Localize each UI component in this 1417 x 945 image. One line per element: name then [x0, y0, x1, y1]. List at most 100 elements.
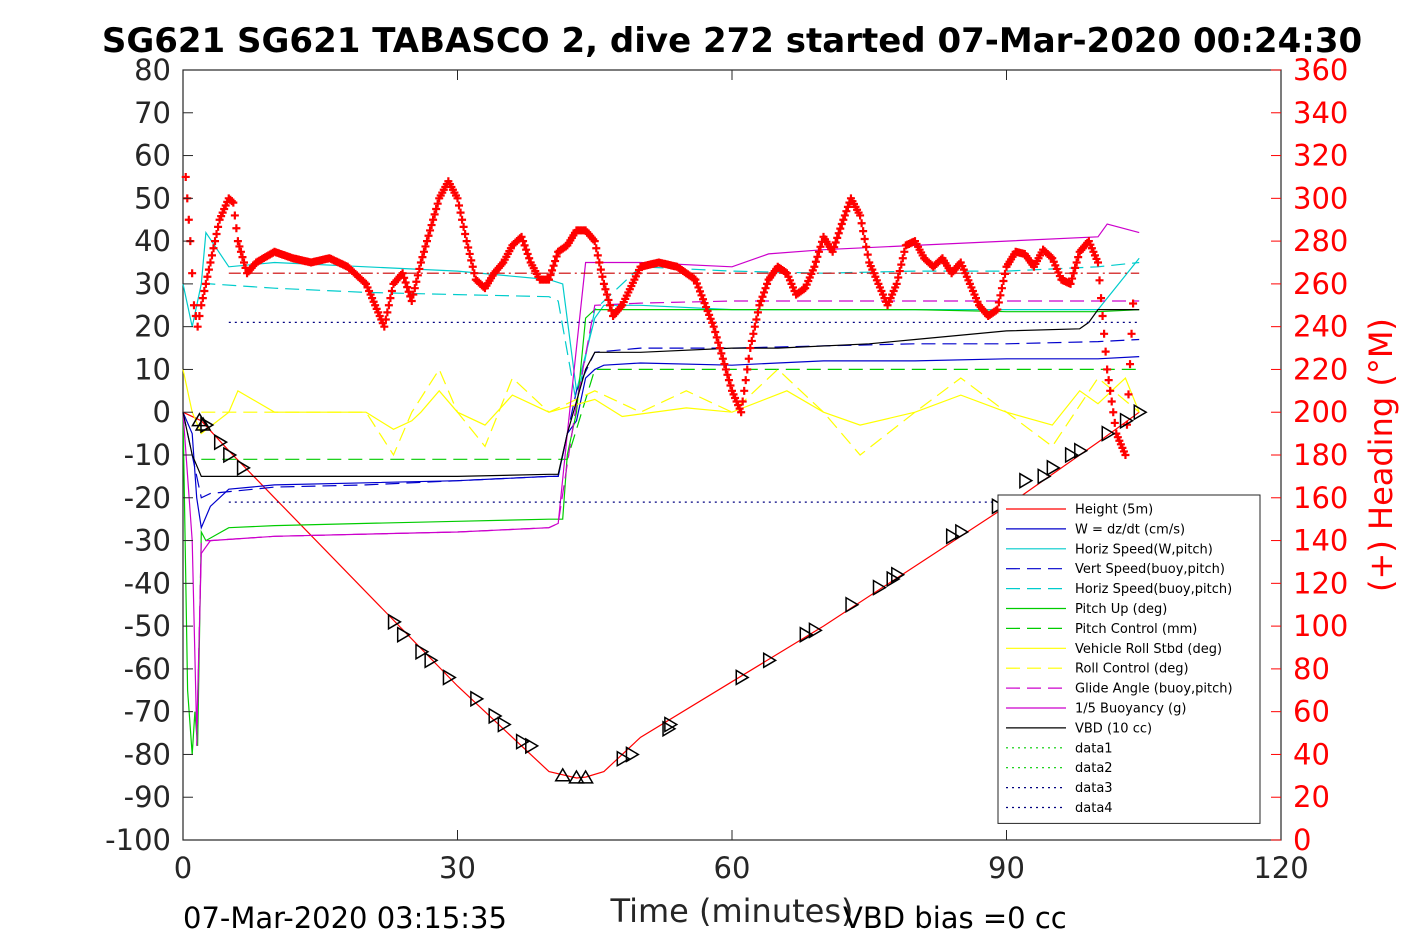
x-tick-label: 30: [439, 851, 476, 885]
heading-point: [522, 245, 531, 254]
heading-point: [746, 344, 755, 353]
heading-point: [1000, 269, 1009, 278]
y-tick-label: -70: [124, 695, 171, 729]
legend-label: Vehicle Roll Stbd (deg): [1075, 642, 1222, 657]
heading-point: [545, 275, 553, 284]
heading-point: [828, 247, 837, 256]
ascent-marker: [886, 570, 901, 588]
heading-point: [712, 333, 721, 342]
y-tick-label: -50: [124, 609, 171, 643]
descent-marker: [415, 643, 430, 661]
y-right-tick-label: 100: [1293, 609, 1348, 643]
heading-point: [461, 229, 470, 238]
series-vbd-10-cc: [182, 309, 1140, 477]
heading-point: [836, 224, 845, 233]
heading-point: [721, 365, 730, 374]
ascent-marker: [1074, 442, 1089, 460]
heading-point: [708, 318, 717, 327]
heading-point: [552, 252, 561, 261]
heading-point: [1109, 408, 1118, 417]
heading-point: [401, 278, 410, 287]
heading-point: [1121, 451, 1130, 459]
heading-point: [227, 197, 236, 206]
ascent-marker: [1119, 412, 1134, 430]
heading-point: [433, 199, 442, 208]
heading-point: [360, 278, 369, 287]
heading-point: [720, 360, 729, 369]
heading-point: [711, 328, 720, 337]
legend-label: Roll Control (deg): [1075, 662, 1189, 677]
heading-point: [715, 344, 724, 353]
y-right-tick-label: 200: [1293, 395, 1348, 429]
heading-point: [996, 291, 1005, 300]
apogee-marker: [554, 767, 572, 782]
legend-label: data2: [1075, 761, 1113, 776]
heading-point: [193, 322, 202, 331]
heading-point: [724, 376, 733, 385]
heading-point: [427, 221, 436, 230]
heading-point: [430, 210, 439, 219]
heading-point: [407, 297, 416, 305]
heading-point: [709, 322, 718, 331]
legend: Height (5m) W = dz/dt (cm/s) Horiz Speed(W…: [997, 494, 1261, 824]
heading-point: [1074, 253, 1083, 262]
heading-point: [1046, 252, 1055, 261]
y-right-tick-label: 260: [1293, 267, 1348, 301]
heading-point: [749, 329, 758, 338]
heading-point: [184, 215, 193, 224]
ascent-marker: [1046, 459, 1061, 477]
heading-point: [747, 336, 756, 345]
ascent-marker: [1019, 472, 1034, 489]
ascent-marker: [625, 746, 640, 763]
y-tick-label: -20: [124, 481, 171, 515]
heading-point: [455, 201, 464, 210]
chart-title: SG621 SG621 TABASCO 2, dive 272 started …: [102, 21, 1362, 61]
ascent-marker: [845, 596, 860, 614]
ascent-marker: [808, 622, 823, 639]
heading-point: [843, 202, 852, 211]
heading-point: [814, 247, 823, 256]
y-right-tick-label: 320: [1293, 139, 1348, 173]
heading-point: [994, 298, 1003, 307]
heading-point: [416, 258, 425, 267]
series-horiz-speed-buoy-pitch: [201, 261, 1140, 404]
heading-point: [743, 365, 752, 374]
heading-point: [842, 207, 851, 216]
heading-point: [718, 354, 727, 363]
ascent-marker: [762, 652, 778, 669]
heading-point: [233, 237, 242, 246]
axis-layer: 0 30 60 90 12080706050403020100-10-20-30-40-…: [105, 53, 1348, 885]
heading-point: [462, 237, 471, 246]
series-w-dz-dt-cm-s: [182, 356, 1140, 530]
heading-point: [863, 250, 872, 259]
descent-marker: [236, 459, 251, 477]
heading-point: [421, 242, 430, 251]
y-right-tick-label: 340: [1293, 96, 1348, 130]
heading-point: [413, 271, 422, 280]
heading-point: [1110, 418, 1119, 427]
heading-point: [726, 381, 735, 390]
ascent-marker: [872, 579, 887, 596]
y-tick-label: 60: [134, 139, 171, 173]
heading-point: [229, 198, 238, 207]
heading-point: [418, 253, 427, 262]
y-right-tick-label: 0: [1293, 823, 1311, 857]
y-tick-label: 20: [134, 310, 171, 344]
heading-point: [1106, 386, 1115, 395]
legend-label: Glide Angle (buoy,pitch): [1075, 682, 1233, 697]
heading-point: [456, 208, 465, 217]
heading-point: [400, 273, 409, 282]
heading-point: [604, 295, 613, 304]
heading-point: [1097, 294, 1106, 303]
heading-point: [517, 232, 526, 241]
heading-point: [240, 258, 248, 267]
heading-point: [206, 258, 215, 267]
heading-point: [831, 238, 840, 247]
heading-point: [1129, 299, 1138, 308]
heading-point: [859, 227, 868, 236]
heading-point: [200, 287, 209, 296]
heading-point: [593, 251, 602, 260]
heading-point: [892, 279, 901, 288]
heading-point: [230, 211, 239, 220]
descent-marker: [470, 690, 485, 708]
